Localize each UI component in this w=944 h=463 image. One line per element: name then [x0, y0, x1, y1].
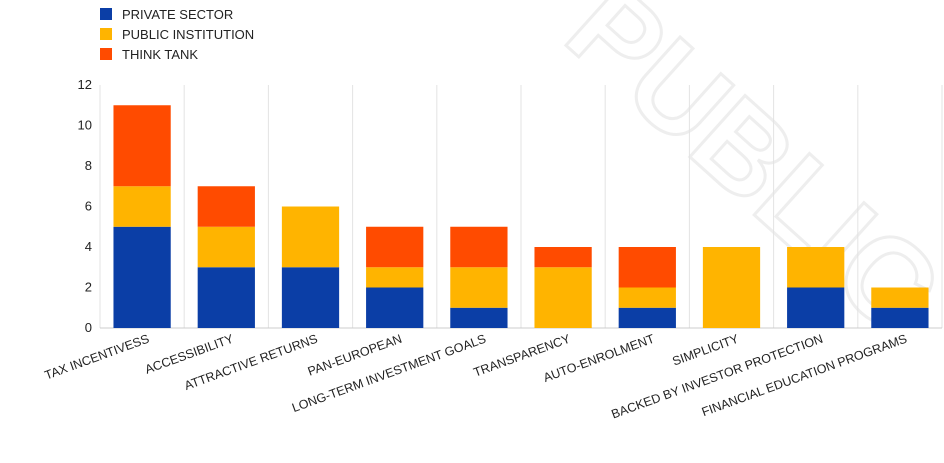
bar-segment [787, 287, 845, 328]
y-tick-label: 10 [78, 118, 92, 133]
bar-segment [871, 287, 929, 308]
bar-segment [534, 267, 592, 328]
y-axis: 0 2 4 6 8 10 12 [78, 77, 92, 335]
legend-swatch [100, 28, 112, 40]
bar-segment [281, 267, 340, 328]
gridlines [99, 85, 943, 329]
bar-segment [450, 226, 508, 268]
legend-swatch [100, 8, 112, 20]
bar-segment [113, 226, 171, 328]
legend-label: PUBLIC INSTITUTION [122, 27, 254, 42]
bar-segment [366, 287, 424, 328]
bar-segment [366, 267, 424, 288]
bar-segment [197, 267, 255, 328]
bar-segment [787, 247, 845, 288]
legend-label: THINK TANK [122, 47, 198, 62]
bar-segment [113, 186, 171, 227]
bar-segment [197, 186, 255, 227]
bar-segment [702, 247, 761, 328]
legend-label: PRIVATE SECTOR [122, 7, 233, 22]
bar-segment [281, 206, 340, 268]
y-tick-label: 12 [78, 77, 92, 92]
y-tick-label: 8 [85, 158, 92, 173]
bar-segment [618, 247, 676, 288]
legend: PRIVATE SECTOR PUBLIC INSTITUTION THINK TA… [100, 7, 254, 62]
bar-segment [450, 307, 508, 328]
x-category-label: SIMPLICITY [670, 331, 741, 368]
x-category-label: TAX INCENTIVESS [43, 332, 151, 383]
bar-segment [618, 287, 676, 308]
bar-segment [113, 105, 171, 187]
y-tick-label: 4 [85, 239, 92, 254]
y-tick-label: 6 [85, 199, 92, 214]
bar-segment [197, 226, 255, 268]
y-tick-label: 2 [85, 280, 92, 295]
bar-segment [450, 267, 508, 308]
bar-segment [871, 307, 929, 328]
legend-swatch [100, 48, 112, 60]
bar-segment [366, 226, 424, 268]
bar-segment [534, 247, 592, 268]
bar-segment [618, 307, 676, 328]
bars [113, 105, 929, 328]
y-tick-label: 0 [85, 320, 92, 335]
